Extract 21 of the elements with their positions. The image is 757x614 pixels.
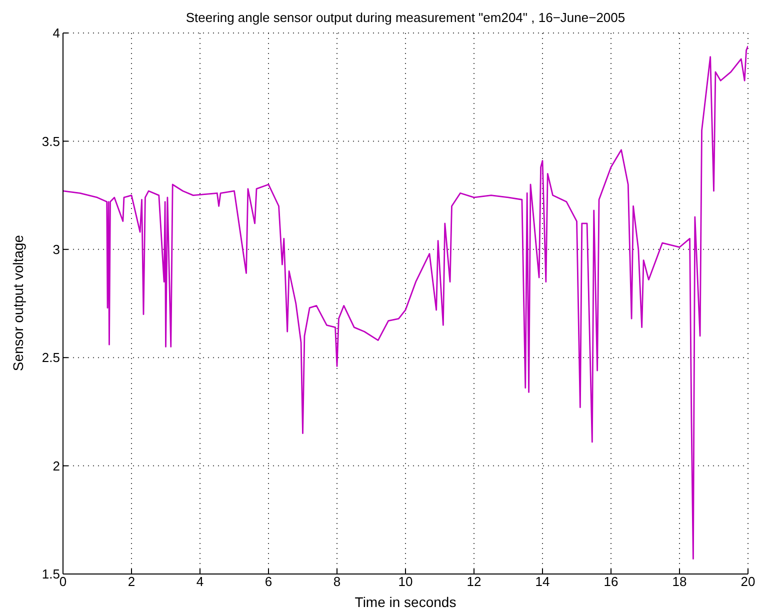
y-tick-label: 3 [52, 242, 60, 258]
line-series [63, 45, 748, 560]
x-tick-label: 20 [740, 574, 756, 590]
y-tick-label: 2.5 [42, 350, 60, 366]
x-axis-title: Time in seconds [354, 594, 458, 610]
y-tick-label: 1.5 [42, 566, 60, 582]
x-tick-label: 6 [264, 574, 272, 590]
y-axis-title: Sensor output voltage [10, 234, 26, 372]
y-tick-label: 4 [52, 26, 60, 41]
x-tick-label: 2 [128, 574, 136, 590]
x-tick-label: 14 [535, 574, 550, 590]
y-tick-label: 2 [52, 458, 60, 474]
y-tick-label: 3.5 [42, 134, 60, 149]
x-tick-label: 4 [196, 574, 204, 590]
x-tick-label: 10 [398, 574, 413, 590]
chart-title: Steering angle sensor output during measurement "em204" , 16−June−2005 [184, 10, 626, 25]
x-tick-label: 8 [333, 574, 341, 590]
x-tick-label: 0 [59, 574, 67, 590]
x-tick-label: 16 [604, 574, 618, 590]
x-tick-label: 12 [466, 574, 482, 590]
x-tick-label: 18 [672, 574, 687, 590]
